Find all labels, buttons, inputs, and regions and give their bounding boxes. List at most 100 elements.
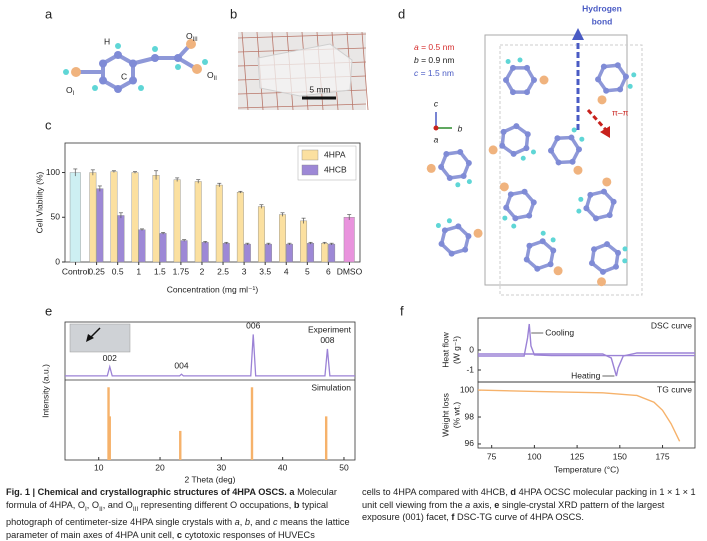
x-tick-label: Control <box>62 266 90 276</box>
atom <box>192 64 202 74</box>
atom <box>526 212 533 219</box>
x-axis-label: Temperature (°C) <box>554 464 619 474</box>
x-tick-label: 75 <box>487 451 497 461</box>
peak-label: 002 <box>103 353 117 363</box>
lattice-value: = 0.9 nm <box>419 55 455 65</box>
lattice-axis: b <box>414 55 419 65</box>
bar <box>279 214 286 263</box>
x-tick-label: 3.5 <box>259 266 271 276</box>
caption-text: , and O <box>102 499 133 510</box>
x-tick-label: 0.25 <box>88 266 105 276</box>
annotation: Cooling <box>545 327 574 337</box>
atom <box>547 261 554 268</box>
atom <box>530 149 536 155</box>
atom <box>499 142 506 149</box>
axis-dot <box>433 125 439 131</box>
bar <box>96 188 104 263</box>
atom <box>503 204 510 211</box>
y-axis-label: Heat flow <box>440 331 450 367</box>
atom <box>531 77 537 83</box>
annotation: Heating <box>571 370 601 380</box>
x-tick-label: 3 <box>242 266 247 276</box>
y-tick-label: 98 <box>465 411 475 421</box>
caption-text: 4HPA OCSC molecular packing in 1 × 1 × 1… <box>362 487 696 510</box>
panel-letter: c <box>45 117 52 132</box>
grid-line <box>237 33 367 39</box>
curve <box>477 389 681 442</box>
atom <box>540 230 546 236</box>
xrd-inset <box>69 323 131 353</box>
x-tick-label: 30 <box>217 462 227 472</box>
y-axis-label: Cell Viability (%) <box>34 171 44 233</box>
caption-text: a <box>234 517 240 528</box>
atom <box>523 256 530 263</box>
caption-text: , and <box>249 517 273 528</box>
lattice-params: a = 0.5 nmb = 0.9 nmc = 1.5 nm <box>414 42 454 78</box>
bar <box>69 172 81 263</box>
caption-text: a <box>289 487 295 497</box>
caption-text: , O <box>86 499 100 510</box>
atom <box>114 51 122 59</box>
caption-text: II <box>99 505 103 513</box>
atom <box>510 150 517 157</box>
atom <box>435 223 441 229</box>
axis-label: a <box>434 134 439 144</box>
grid-line <box>241 31 249 111</box>
atom <box>597 277 607 287</box>
bar <box>173 179 181 263</box>
bar <box>152 175 160 263</box>
atom <box>465 160 472 167</box>
x-tick-label: 2.5 <box>217 266 229 276</box>
ring <box>548 135 582 165</box>
x-tick-label: 50 <box>339 462 349 472</box>
x-tick-label: 150 <box>613 451 627 461</box>
y-tick-label: 100 <box>460 384 474 394</box>
caption-text: d <box>510 487 517 497</box>
atom <box>554 135 561 142</box>
atom <box>524 64 530 71</box>
atom <box>614 62 621 69</box>
x-axis-label: Concentration (mg ml⁻¹) <box>167 284 259 294</box>
pi-label: π–π <box>612 107 629 117</box>
bar <box>307 243 315 263</box>
x-tick-label: 1.75 <box>173 266 190 276</box>
caption-text: f <box>451 512 455 523</box>
figure: a b c d e f H C OI OII OIII 5 mm <box>34 3 696 484</box>
caption-text: cells to 4HPA compared with 4HCB, <box>362 487 511 497</box>
atom <box>446 174 453 181</box>
axes-frame <box>64 142 361 263</box>
atom <box>129 59 137 68</box>
peak-label: 004 <box>174 360 188 370</box>
atom <box>548 147 555 154</box>
grid-line <box>361 31 369 111</box>
bar <box>328 243 336 263</box>
y-tick-label: 0 <box>55 256 60 266</box>
packing <box>426 34 643 296</box>
atom <box>502 215 508 221</box>
atom <box>92 85 98 91</box>
lattice-param: a = 0.5 nm <box>414 42 454 52</box>
crystal-photo: 5 mm <box>237 31 369 111</box>
atom <box>578 196 584 202</box>
atom <box>99 76 107 85</box>
atom <box>617 86 624 93</box>
atom <box>550 237 556 243</box>
caption-text: a <box>465 499 471 510</box>
panel-letter: e <box>45 303 52 318</box>
bar <box>201 242 209 263</box>
packing-labels: Hydrogen bond π–π a = 0.5 nmb = 0.9 nmc … <box>414 3 629 144</box>
atom <box>507 191 514 198</box>
atom <box>513 123 520 130</box>
x-tick-label: 20 <box>155 462 165 472</box>
atom <box>438 240 445 247</box>
atom <box>587 191 594 198</box>
arrow-head <box>86 334 94 342</box>
atom <box>604 241 611 248</box>
bar <box>286 243 293 263</box>
unit-cell <box>499 44 643 296</box>
atom <box>593 215 600 222</box>
atom-label: OII <box>207 70 217 81</box>
atom <box>575 146 582 153</box>
peak-label: 006 <box>246 321 260 331</box>
axis-label: c <box>434 98 439 108</box>
